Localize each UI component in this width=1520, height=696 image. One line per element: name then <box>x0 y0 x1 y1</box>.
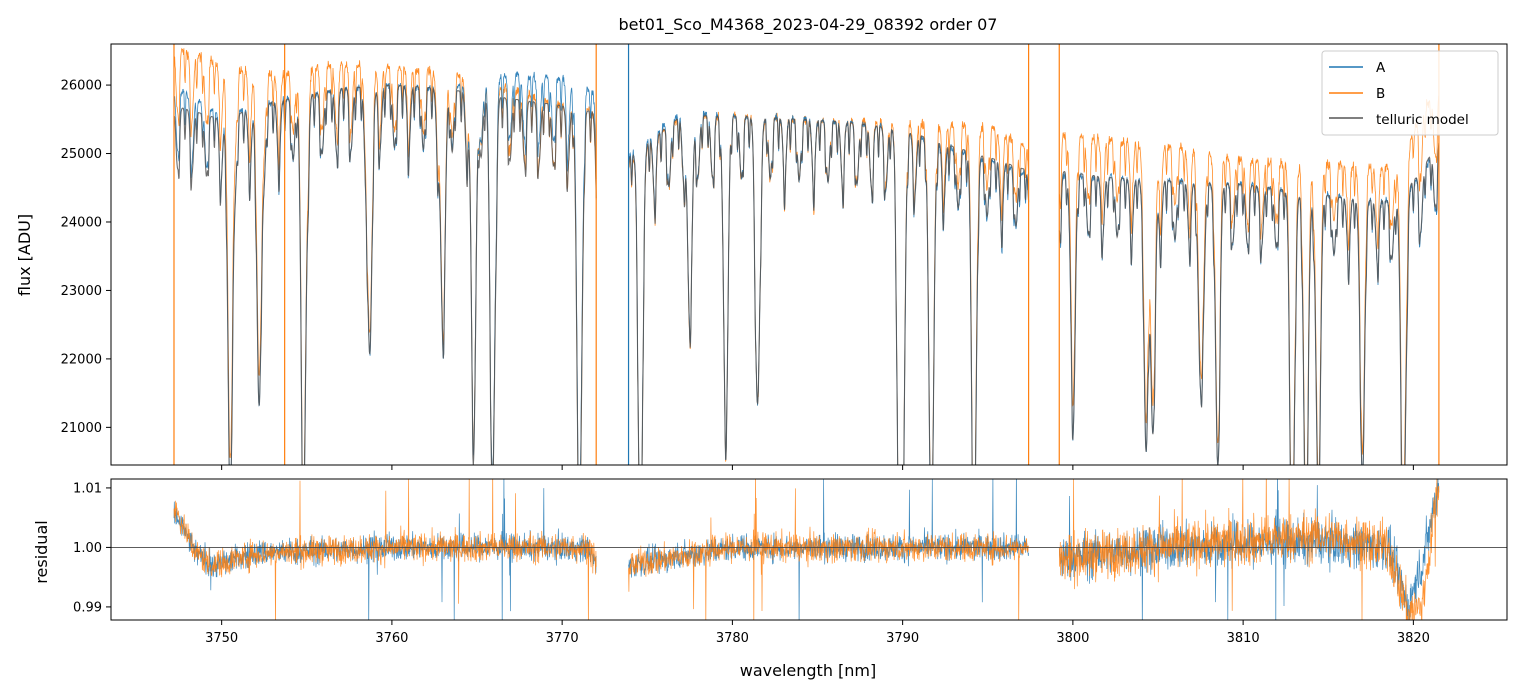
residual-panel: 0.99 1.00 1.01 3750 3760 3770 3780 3790 3800 381… <box>32 478 1508 646</box>
flux-series-telluric-model <box>173 84 1440 465</box>
x-axis-label: wavelength [nm] <box>740 661 877 680</box>
residual-y-axis-label: residual <box>32 520 51 583</box>
residual-plot-area <box>111 479 1507 620</box>
flux-y-tick-label: 22000 <box>61 352 102 367</box>
flux-panel: 21000 22000 23000 24000 25000 26000 flux [ADU… <box>15 43 1508 470</box>
residual-y-tick-label: 0.99 <box>73 600 102 615</box>
x-tick-label: 3800 <box>1056 631 1089 646</box>
flux-series-group <box>173 44 1440 465</box>
flux-x-ticks <box>221 465 1414 470</box>
residual-y-tick-label: 1.01 <box>73 481 102 496</box>
x-tick-label: 3810 <box>1227 631 1260 646</box>
residual-y-ticks: 0.99 1.00 1.01 <box>73 481 111 615</box>
residual-series-b <box>173 479 1440 620</box>
flux-y-tick-label: 21000 <box>61 421 102 436</box>
flux-plot-area <box>173 44 1440 465</box>
flux-y-tick-label: 26000 <box>61 79 102 94</box>
flux-y-tick-label: 25000 <box>61 147 102 162</box>
x-tick-label: 3760 <box>375 631 408 646</box>
chart-title: bet01_Sco_M4368_2023-04-29_08392 order 0… <box>619 15 998 35</box>
residual-panel-frame <box>110 478 1508 621</box>
legend-label-a: A <box>1376 60 1386 76</box>
residual-y-tick-label: 1.00 <box>73 541 102 556</box>
x-tick-label: 3750 <box>205 631 238 646</box>
x-tick-label: 3770 <box>546 631 579 646</box>
legend-label-telluric: telluric model <box>1376 112 1469 128</box>
x-tick-label: 3780 <box>716 631 749 646</box>
legend: A B telluric model <box>1321 50 1499 136</box>
flux-series-a <box>173 71 1440 465</box>
flux-y-tick-label: 23000 <box>61 284 102 299</box>
flux-y-tick-label: 24000 <box>61 215 102 230</box>
legend-label-b: B <box>1376 86 1385 102</box>
x-tick-label: 3820 <box>1397 631 1430 646</box>
residual-x-ticks: 3750 3760 3770 3780 3790 3800 3810 3820 <box>205 620 1430 646</box>
x-tick-label: 3790 <box>886 631 919 646</box>
flux-panel-frame <box>110 43 1508 466</box>
residual-series-group <box>111 479 1507 620</box>
flux-y-ticks: 21000 22000 23000 24000 25000 26000 <box>61 79 111 436</box>
legend-frame <box>1321 50 1499 136</box>
flux-y-axis-label: flux [ADU] <box>15 214 34 296</box>
